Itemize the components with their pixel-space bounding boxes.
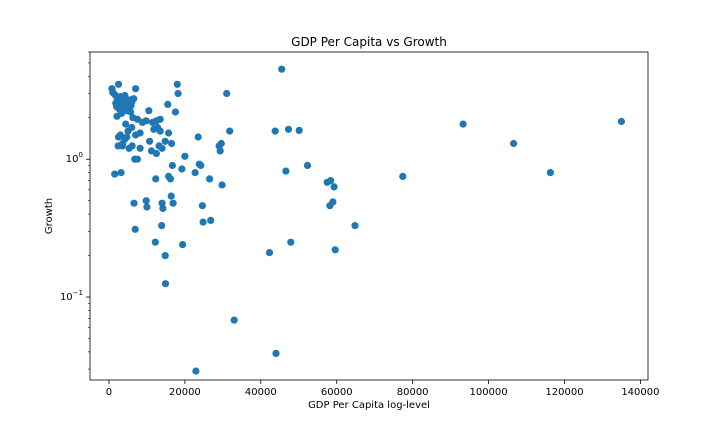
x-tick-label: 120000 [545, 387, 583, 398]
data-point [216, 147, 224, 155]
data-point [117, 169, 125, 177]
data-point [331, 246, 339, 254]
data-point [282, 167, 290, 175]
data-point [136, 144, 144, 152]
data-point [122, 120, 130, 128]
data-point [546, 169, 555, 177]
chart-title: GDP Per Capita vs Growth [291, 35, 447, 49]
x-tick-label: 40000 [245, 387, 277, 398]
data-point [123, 133, 131, 141]
y-axis: 10−1 100 [60, 51, 90, 370]
data-point [459, 120, 467, 128]
data-point [168, 139, 176, 148]
data-point [133, 155, 141, 163]
data-point [329, 198, 337, 206]
data-point [161, 252, 169, 260]
data-point [226, 127, 234, 135]
data-point [111, 170, 119, 178]
plot-frame [89, 51, 649, 381]
data-point [169, 199, 177, 207]
x-tick-label: 60000 [321, 387, 353, 398]
data-point [509, 139, 518, 148]
y-axis-title: Growth [44, 198, 55, 234]
data-point [217, 139, 225, 148]
data-point [223, 89, 231, 98]
data-point [179, 241, 187, 249]
data-point [132, 85, 140, 93]
data-point [128, 142, 136, 150]
x-axis: 0 20000 40000 60000 80000 100000 120000 140000 [106, 380, 660, 398]
data-point [272, 349, 280, 357]
data-point [178, 165, 186, 173]
data-point [230, 316, 238, 324]
x-tick-label: 140000 [621, 387, 659, 398]
data-point [181, 152, 189, 160]
data-point [284, 125, 293, 133]
data-point [114, 80, 123, 88]
data-point [156, 127, 164, 135]
data-point [167, 192, 175, 200]
x-tick-label: 100000 [469, 387, 507, 398]
data-point [207, 216, 215, 224]
data-point [287, 238, 295, 246]
data-point [164, 100, 172, 108]
data-point [155, 142, 163, 150]
y-tick-label: 100 [66, 151, 83, 165]
data-point [156, 115, 164, 123]
data-point [161, 137, 169, 145]
data-point [159, 204, 167, 212]
data-point [351, 222, 359, 230]
data-point [192, 367, 200, 375]
data-point [399, 172, 407, 180]
x-tick-label: 20000 [169, 387, 201, 398]
data-point [121, 91, 129, 100]
data-point [152, 175, 160, 183]
data-point [152, 149, 160, 158]
data-points [108, 65, 626, 375]
data-point [195, 160, 203, 168]
y-tick-label: 10−1 [60, 289, 83, 303]
data-point [174, 89, 182, 98]
data-point [278, 65, 286, 73]
data-point [271, 127, 279, 135]
data-point [166, 175, 175, 183]
data-point [142, 117, 150, 125]
data-point [146, 137, 154, 145]
data-point [142, 197, 150, 205]
data-point [330, 183, 338, 191]
data-point [168, 161, 176, 170]
data-point [118, 142, 126, 150]
data-point [303, 161, 312, 170]
data-point [173, 80, 181, 88]
data-point [130, 95, 138, 103]
data-point [136, 129, 144, 137]
data-point [199, 218, 207, 226]
x-axis-title: GDP Per Capita log-level [308, 400, 430, 411]
data-point [327, 177, 335, 185]
data-point [165, 129, 173, 137]
data-point [191, 169, 199, 177]
data-point [151, 238, 159, 246]
data-point [145, 107, 153, 115]
data-point [128, 123, 136, 132]
data-point [130, 199, 138, 207]
data-point [295, 126, 303, 134]
data-point [218, 181, 226, 189]
data-point [131, 225, 139, 233]
data-point [158, 222, 166, 230]
data-point [127, 108, 135, 116]
data-point [171, 108, 179, 116]
data-point [194, 133, 202, 141]
x-tick-label: 0 [106, 387, 112, 398]
data-point [617, 117, 626, 126]
data-point [161, 280, 170, 288]
data-point [206, 175, 214, 183]
x-tick-label: 80000 [397, 387, 429, 398]
data-point [198, 202, 206, 210]
data-point [265, 249, 274, 257]
data-point [143, 203, 151, 211]
